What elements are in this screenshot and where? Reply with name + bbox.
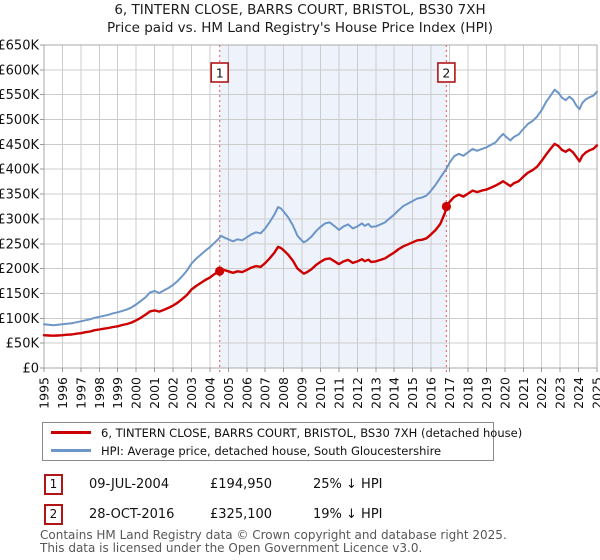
- x-axis-label: 2013: [368, 377, 383, 409]
- x-axis-label: 2000: [129, 377, 144, 409]
- sale-1-date: 09-JUL-2004: [89, 477, 170, 492]
- y-axis-label: £100K: [0, 312, 39, 327]
- x-axis-label: 2006: [239, 377, 254, 409]
- y-axis-label: £250K: [0, 237, 39, 252]
- x-axis-label: 2024: [571, 377, 586, 409]
- x-axis-label: 2019: [479, 377, 494, 409]
- y-axis-label: £50K: [6, 337, 40, 352]
- x-axis-label: 2016: [424, 377, 439, 409]
- legend-row-hpi: HPI: Average price, detached house, Sout…: [43, 443, 493, 458]
- x-axis-label: 2001: [147, 377, 162, 409]
- y-axis-label: £200K: [0, 262, 39, 277]
- y-axis-label: £300K: [0, 212, 39, 227]
- page-title: 6, TINTERN CLOSE, BARRS COURT, BRISTOL, …: [114, 2, 486, 18]
- sale-1-flag: 1: [44, 474, 63, 495]
- sale-1-flag-box: [210, 62, 229, 83]
- legend-row-price-paid: 6, TINTERN CLOSE, BARRS COURT, BRISTOL, …: [43, 425, 522, 440]
- sale-1-price: £194,950: [210, 477, 273, 492]
- price-paid-line-swatch: [51, 431, 91, 434]
- y-axis-label: £500K: [0, 113, 39, 128]
- x-axis-label: 2005: [221, 377, 236, 409]
- x-axis-label: 2020: [497, 377, 512, 409]
- chart-legend: 6, TINTERN CLOSE, BARRS COURT, BRISTOL, …: [42, 422, 522, 461]
- y-axis-label: £350K: [0, 188, 39, 203]
- hpi-line: [43, 88, 598, 327]
- price-paid-line: [42, 142, 599, 337]
- footer-copyright-line: Contains HM Land Registry data © Crown c…: [40, 528, 507, 542]
- x-axis-label: 2022: [534, 377, 549, 409]
- x-axis-label: 2017: [442, 377, 457, 409]
- sale-2-flag-number: 2: [442, 66, 450, 81]
- x-axis-label: 2002: [166, 377, 181, 409]
- legend-label-hpi: HPI: Average price, detached house, Sout…: [101, 443, 442, 458]
- sale-2-vs-hpi: 19% ↓ HPI: [313, 507, 383, 522]
- x-axis-label: 1997: [73, 377, 88, 409]
- price-chart-plot: £650K £600K £550K £500K £450K £400K £350K £300K…: [0, 39, 600, 409]
- y-axis-label: £0: [22, 362, 39, 377]
- x-axis-label: 2010: [313, 377, 328, 409]
- x-axis-label: 2012: [350, 377, 365, 409]
- x-axis-label: 2015: [405, 377, 420, 409]
- sale-2-flag-box: [437, 62, 456, 83]
- x-axis-label: 2021: [516, 377, 531, 409]
- x-axis-label: 2018: [460, 377, 475, 409]
- page-subtitle: Price paid vs. HM Land Registry's House …: [107, 20, 493, 36]
- y-axis-label: £150K: [0, 287, 39, 302]
- x-axis-label: 2003: [184, 377, 199, 409]
- x-axis-label: 2025: [590, 377, 600, 409]
- x-axis-label: 2009: [295, 377, 310, 409]
- sale-1-marker-dot: [215, 266, 225, 276]
- between-sales-shaded-band: [219, 45, 447, 368]
- y-axis-label: £600K: [0, 63, 39, 78]
- footer-licence-line: This data is licensed under the Open Gov…: [40, 541, 423, 555]
- x-axis-label: 2023: [553, 377, 568, 409]
- hpi-line-swatch: [51, 449, 91, 452]
- x-axis-label: 2011: [331, 377, 346, 409]
- sale-2-price: £325,100: [210, 507, 273, 522]
- x-axis-label: 1998: [92, 377, 107, 409]
- y-axis-label: £400K: [0, 163, 39, 178]
- y-axis-label: £650K: [0, 39, 39, 54]
- sale-1-flag-number: 1: [216, 66, 224, 81]
- y-axis-label: £450K: [0, 138, 39, 153]
- x-axis-label: 1996: [55, 377, 70, 409]
- sale-2-date: 28-OCT-2016: [89, 507, 175, 522]
- y-axis-label: £550K: [0, 88, 39, 103]
- x-axis-label: 2008: [276, 377, 291, 409]
- sale-2-marker-dot: [441, 201, 451, 212]
- x-axis-label: 2004: [202, 377, 217, 409]
- legend-label-price-paid: 6, TINTERN CLOSE, BARRS COURT, BRISTOL, …: [101, 425, 523, 440]
- x-axis-label: 1995: [37, 377, 52, 409]
- x-axis-label: 1999: [110, 377, 125, 409]
- x-axis-label: 2007: [258, 377, 273, 409]
- sale-1-vs-hpi: 25% ↓ HPI: [313, 477, 383, 492]
- x-axis-label: 2014: [387, 377, 402, 409]
- sale-2-flag: 2: [44, 504, 63, 525]
